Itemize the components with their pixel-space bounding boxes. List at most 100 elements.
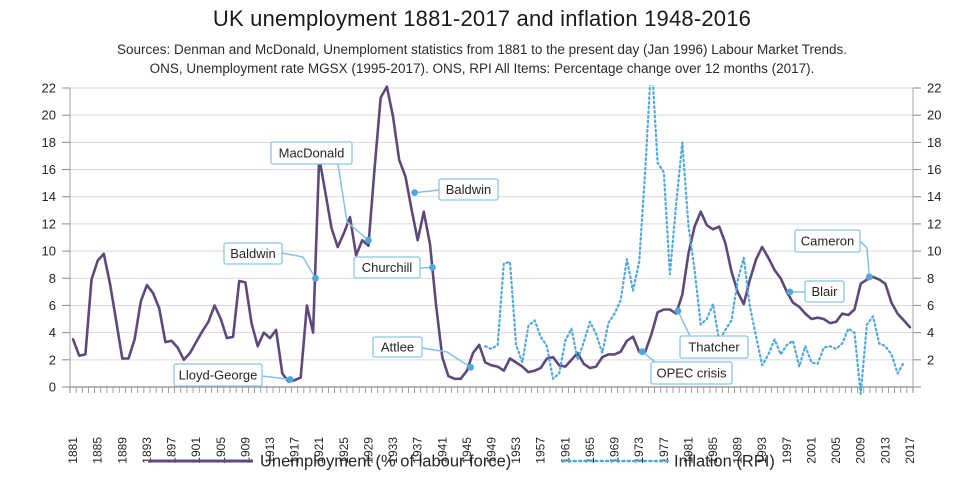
y-axis-label-right: 20: [927, 108, 941, 123]
x-axis-label: 1913: [263, 437, 277, 464]
x-axis-label: 1917: [288, 437, 302, 464]
y-axis-label-left: 12: [42, 216, 56, 231]
callout-leader: [859, 240, 871, 277]
x-axis-label: 1885: [91, 437, 105, 464]
callout-box: [438, 178, 499, 201]
callout-box: [794, 229, 861, 253]
x-axis-label: 1905: [214, 437, 228, 464]
callout-box: [173, 363, 263, 387]
y-axis-label-right: 10: [927, 244, 941, 259]
series-group: [71, 85, 912, 395]
callout-box: [223, 242, 283, 265]
y-axis-label-left: 8: [49, 271, 56, 286]
x-axis-label: 1909: [238, 437, 252, 464]
y-axis-label-left: 18: [42, 135, 56, 150]
x-axis-label: 2005: [829, 437, 843, 464]
callout-marker: [467, 363, 474, 371]
y-axis-label-right: 6: [927, 298, 934, 313]
chart-title: UK unemployment 1881-2017 and inflation …: [212, 6, 752, 31]
callout-label: Cameron: [801, 234, 854, 249]
y-axis-label-left: 16: [42, 162, 56, 177]
x-axis-label: 1889: [115, 437, 129, 464]
callout-churchill: Churchill: [353, 256, 436, 279]
callout-label: OPEC crisis: [656, 366, 727, 381]
callouts: MacDonald Baldwin Baldwin Churchill Lloyd-Ge…: [173, 141, 873, 387]
callout-lloyd-george: Lloyd-George: [173, 363, 294, 387]
source-line-2: ONS, Unemployment rate MGSX (1995-2017).…: [149, 61, 815, 76]
unemployment-line: [71, 85, 912, 383]
x-axis-label: 1993: [755, 437, 769, 464]
callout-marker: [286, 376, 294, 383]
x-axis-label: 1901: [189, 437, 203, 464]
callout-marker: [312, 274, 319, 282]
y-axis-label-right: 12: [927, 216, 941, 231]
callout-marker: [786, 288, 794, 296]
x-axis-label: 1921: [312, 437, 326, 464]
callout-label: Blair: [811, 284, 838, 299]
callout-box: [372, 336, 423, 358]
x-axis-label: 1881: [66, 437, 80, 464]
callout-marker: [429, 264, 436, 271]
callout-blair: Blair: [786, 280, 845, 303]
callout-label: Lloyd-George: [179, 368, 258, 383]
x-axis-label: 1973: [632, 437, 646, 464]
callout-opec-crisis: OPEC crisis: [638, 348, 733, 385]
x-tick-comb: [69, 387, 914, 393]
y-axis-label-left: 22: [42, 81, 56, 96]
callout-box: [679, 335, 749, 359]
x-axis-label: 1897: [165, 437, 179, 464]
callout-attlee: Attlee: [372, 336, 474, 371]
callout-marker: [865, 273, 873, 281]
y-axis-label-right: 18: [927, 135, 941, 150]
x-axis-label: 1933: [386, 437, 400, 464]
callout-box: [270, 141, 353, 165]
x-axis-label: 1997: [780, 437, 794, 464]
x-axis-label: 1929: [361, 437, 375, 464]
callout-marker: [365, 236, 372, 244]
y-axis-labels-right: 2 4 6 8 10 12 14 16 18 20 22: [927, 81, 941, 368]
callout-box: [353, 256, 421, 279]
legend: Unemployment (% of labour force) Inflatio…: [148, 453, 775, 471]
x-axis-label: 1941: [435, 437, 449, 464]
y-axis-label-left: 14: [42, 189, 56, 204]
y-axis-label-right: 14: [927, 189, 941, 204]
x-axis-label: 1925: [337, 437, 351, 464]
y-axis-label-right: 16: [927, 162, 941, 177]
x-axis-label: 2009: [854, 437, 868, 464]
x-axis-label: 2001: [804, 437, 818, 464]
y-axis-labels-left: 0 2 4 6 8 10 12 14 16 18 20 22: [42, 81, 56, 395]
callout-label: Attlee: [381, 340, 414, 355]
callout-label: Thatcher: [688, 340, 740, 355]
legend-label-inflation: Inflation (RPI): [674, 453, 775, 471]
inflation-line: [484, 85, 905, 395]
x-axis-label: 1893: [140, 437, 154, 464]
callout-leader: [337, 163, 369, 241]
y-axis-label-right: 8: [927, 271, 934, 286]
x-axis-label: 2013: [878, 437, 892, 464]
x-axis-label: 2017: [903, 437, 917, 464]
x-axis-label: 1981: [681, 437, 695, 464]
callout-label: Churchill: [362, 260, 413, 275]
callout-leader: [677, 310, 691, 337]
y-axis-label-left: 10: [42, 244, 56, 259]
y-axis-label-right: 4: [927, 325, 934, 340]
x-axis-label: 1977: [657, 437, 671, 464]
y-axis-label-left: 4: [49, 325, 56, 340]
callout-label: Baldwin: [446, 182, 492, 197]
callout-baldwin-1936: Baldwin: [411, 178, 499, 201]
callout-label: Baldwin: [230, 246, 276, 261]
x-axis-label: 1961: [558, 437, 572, 464]
x-axis-label: 1957: [534, 437, 548, 464]
callout-cameron: Cameron: [794, 229, 873, 281]
source-line-1: Sources: Denman and McDonald, Unemplomen…: [116, 42, 848, 57]
callout-marker: [411, 189, 418, 197]
callout-marker: [638, 348, 646, 356]
legend-label-unemployment: Unemployment (% of labour force): [260, 453, 511, 471]
callout-macdonald: MacDonald: [270, 141, 372, 244]
callout-leader: [261, 375, 291, 381]
x-axis-label: 1949: [485, 437, 499, 464]
x-axis-label: 1937: [411, 437, 425, 464]
x-axis-labels: 1881 1885 1889 1893 1897 1901 1905 1909 1913 1917…: [66, 437, 917, 464]
y-axis-label-right: 2: [927, 352, 934, 367]
